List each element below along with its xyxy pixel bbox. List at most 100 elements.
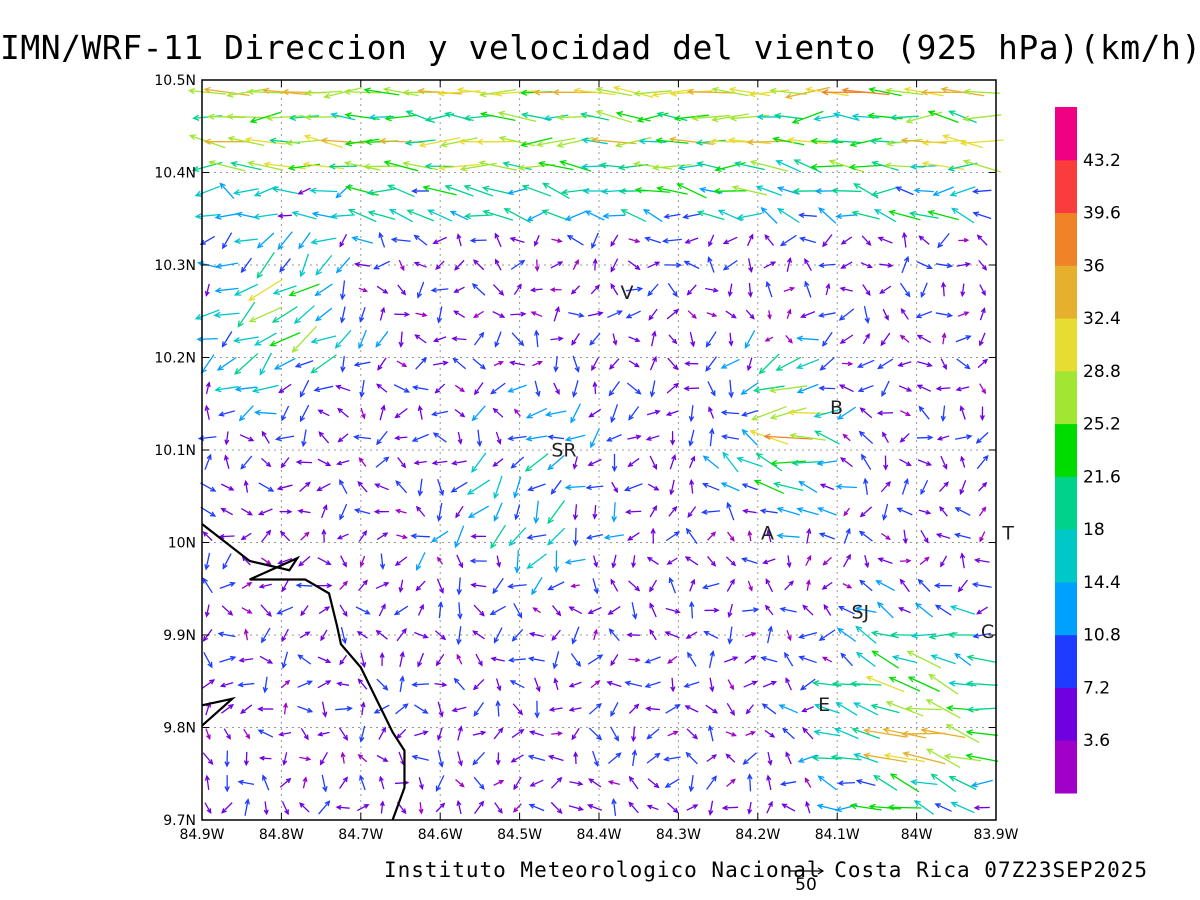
wind-vector <box>378 726 386 740</box>
wind-vector <box>666 557 678 565</box>
wind-vector <box>318 606 331 615</box>
wind-vector <box>257 729 274 738</box>
wind-vector <box>591 357 599 372</box>
y-tick-label: 10N <box>168 536 196 552</box>
wind-vector <box>224 750 230 768</box>
wind-vector <box>831 680 861 688</box>
wind-vector <box>607 606 621 615</box>
wind-vector <box>816 460 838 466</box>
wind-vector <box>572 527 579 547</box>
wind-vector <box>725 310 737 319</box>
wind-vector <box>454 384 466 393</box>
wind-vector <box>300 605 309 617</box>
wind-vector <box>503 208 531 224</box>
wind-vector <box>979 406 985 421</box>
wind-vector <box>706 312 718 318</box>
wind-vector <box>298 555 311 567</box>
wind-vector <box>665 410 679 417</box>
wind-vector <box>932 186 954 197</box>
wind-vector <box>553 382 560 396</box>
wind-vector <box>221 331 233 348</box>
wind-vector <box>683 260 700 270</box>
wind-vector <box>291 210 317 220</box>
x-tick-label: 84.9W <box>179 827 224 843</box>
wind-vector <box>469 237 487 244</box>
wind-vector <box>476 429 483 448</box>
wind-vector <box>204 774 210 790</box>
wind-vector <box>507 187 527 196</box>
wind-vector <box>534 235 540 247</box>
wind-vector <box>689 478 695 494</box>
wind-vector <box>571 626 580 645</box>
wind-vector <box>746 357 753 372</box>
colorbar-segment <box>1055 318 1077 372</box>
wind-vector <box>263 161 306 170</box>
wind-vector <box>863 727 907 738</box>
wind-vector <box>334 329 352 349</box>
wind-vector <box>345 184 379 196</box>
wind-vector <box>397 284 407 296</box>
wind-vector <box>436 556 444 565</box>
wind-vector <box>743 680 758 688</box>
wind-vector <box>277 231 293 251</box>
wind-vector <box>744 655 757 664</box>
wind-vector <box>278 383 292 394</box>
wind-vector <box>507 657 526 663</box>
wind-vector <box>722 259 738 271</box>
wind-vector <box>591 232 599 250</box>
wind-vector <box>473 604 485 617</box>
wind-vector <box>709 427 715 447</box>
wind-vector <box>972 211 992 220</box>
wind-vector <box>935 262 954 269</box>
wind-vector <box>770 459 807 467</box>
wind-vector <box>474 382 484 396</box>
wind-vector <box>709 677 715 693</box>
wind-vector <box>336 459 350 466</box>
wind-vector <box>202 531 213 541</box>
wind-vector <box>955 386 970 392</box>
wind-vector <box>547 527 566 546</box>
wind-vector <box>668 136 714 145</box>
wind-vector <box>587 311 604 317</box>
wind-vector <box>556 114 594 121</box>
wind-vector <box>978 481 988 492</box>
wind-vector <box>340 555 347 568</box>
wind-vector <box>537 160 574 171</box>
wind-vector <box>529 287 543 293</box>
wind-vector <box>492 577 504 595</box>
wind-vector <box>607 780 620 786</box>
wind-vector <box>708 650 715 668</box>
wind-vector <box>920 282 928 299</box>
wind-vector <box>297 508 311 514</box>
wind-vector <box>258 482 275 492</box>
wind-vector <box>611 797 617 816</box>
wind-vector <box>618 188 648 195</box>
wind-vector <box>943 753 982 762</box>
wind-vector <box>876 410 893 416</box>
wind-vector <box>938 481 949 493</box>
wind-vector <box>611 554 617 569</box>
wind-vector <box>940 555 948 568</box>
wind-vector <box>954 507 971 516</box>
wind-vector <box>758 353 780 375</box>
wind-vector <box>276 484 293 491</box>
wind-vector <box>227 135 265 147</box>
wind-vector <box>533 500 540 525</box>
wind-vector <box>414 730 429 737</box>
wind-vector <box>336 681 350 687</box>
wind-vector <box>764 336 774 342</box>
wind-vector <box>608 381 621 397</box>
wind-vector <box>415 580 426 592</box>
wind-vector <box>521 184 552 197</box>
wind-vector <box>297 654 312 665</box>
wind-vector <box>321 701 328 718</box>
wind-vector <box>232 188 259 196</box>
colorbar-segment <box>1055 265 1077 319</box>
wind-vector <box>278 731 292 737</box>
wind-vector <box>514 549 521 574</box>
wind-vector <box>655 137 689 144</box>
wind-vector <box>741 428 758 446</box>
wind-vector <box>454 525 465 549</box>
wind-vector <box>435 775 445 792</box>
wind-vector <box>394 435 408 441</box>
